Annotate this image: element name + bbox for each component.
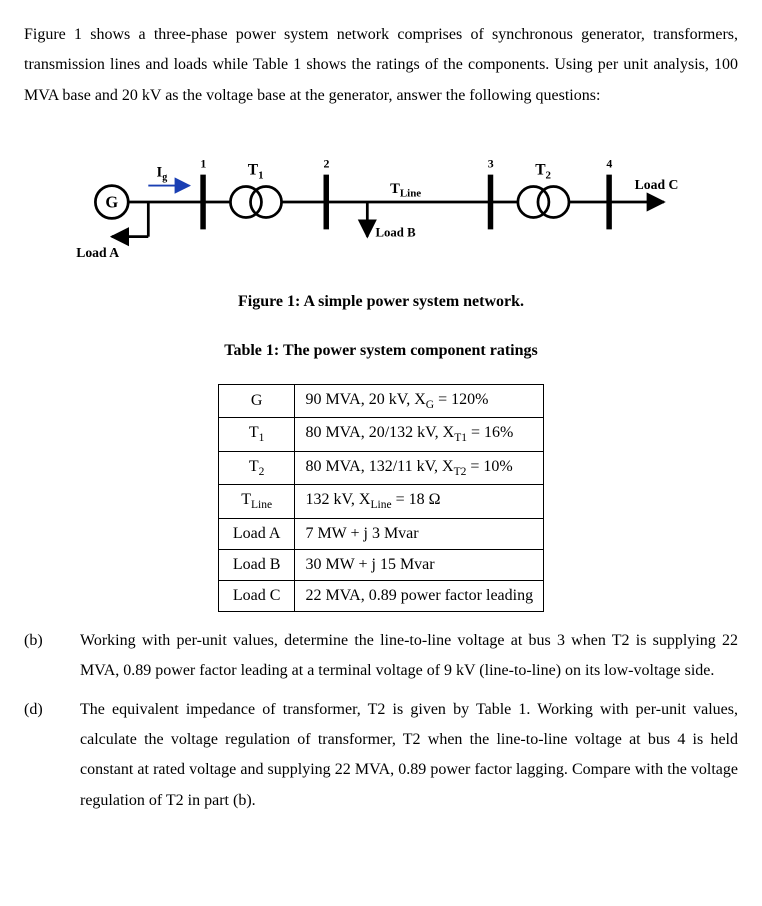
ratings-table: G 90 MVA, 20 kV, XG = 120% T1 80 MVA, 20… xyxy=(218,384,544,612)
spec-cell: 7 MW + j 3 Mvar xyxy=(295,518,544,549)
spec-cell: 22 MVA, 0.89 power factor leading xyxy=(295,580,544,611)
intro-paragraph: Figure 1 shows a three-phase power syste… xyxy=(24,20,738,111)
svg-text:T2: T2 xyxy=(535,162,551,182)
spec-cell: 90 MVA, 20 kV, XG = 120% xyxy=(295,384,544,417)
comp-cell: T2 xyxy=(218,451,295,484)
svg-text:T1: T1 xyxy=(248,162,264,182)
question-b: (b) Working with per-unit values, determ… xyxy=(24,626,738,687)
comp-cell: Load A xyxy=(218,518,295,549)
svg-text:Ig: Ig xyxy=(157,165,168,184)
table-row: Load A 7 MW + j 3 Mvar xyxy=(218,518,543,549)
comp-cell: Load C xyxy=(218,580,295,611)
spec-cell: 80 MVA, 20/132 kV, XT1 = 16% xyxy=(295,418,544,451)
comp-cell: TLine xyxy=(218,485,295,518)
question-body: The equivalent impedance of transformer,… xyxy=(80,695,738,817)
table-row: TLine 132 kV, XLine = 18 Ω xyxy=(218,485,543,518)
comp-cell: T1 xyxy=(218,418,295,451)
table-row: Load C 22 MVA, 0.89 power factor leading xyxy=(218,580,543,611)
question-label: (b) xyxy=(24,626,80,656)
svg-text:Load B: Load B xyxy=(376,226,417,240)
table-row: T1 80 MVA, 20/132 kV, XT1 = 16% xyxy=(218,418,543,451)
question-d: (d) The equivalent impedance of transfor… xyxy=(24,695,738,817)
svg-text:G: G xyxy=(105,193,118,212)
spec-cell: 80 MVA, 132/11 kV, XT2 = 10% xyxy=(295,451,544,484)
table-row: T2 80 MVA, 132/11 kV, XT2 = 10% xyxy=(218,451,543,484)
svg-text:Load C: Load C xyxy=(635,177,679,192)
spec-cell: 30 MW + j 15 Mvar xyxy=(295,549,544,580)
power-system-diagram: G Ig 1 Load A T1 2 TLine Load B xyxy=(61,129,701,275)
comp-cell: Load B xyxy=(218,549,295,580)
table-row: Load B 30 MW + j 15 Mvar xyxy=(218,549,543,580)
table-row: G 90 MVA, 20 kV, XG = 120% xyxy=(218,384,543,417)
svg-text:Load A: Load A xyxy=(76,245,119,260)
spec-cell: 132 kV, XLine = 18 Ω xyxy=(295,485,544,518)
table-caption: Table 1: The power system component rati… xyxy=(24,336,738,366)
svg-text:TLine: TLine xyxy=(390,181,421,200)
question-label: (d) xyxy=(24,695,80,725)
svg-text:4: 4 xyxy=(606,156,612,170)
svg-text:1: 1 xyxy=(200,156,206,170)
svg-text:3: 3 xyxy=(488,156,494,170)
comp-cell: G xyxy=(218,384,295,417)
svg-text:2: 2 xyxy=(324,156,330,170)
figure-caption: Figure 1: A simple power system network. xyxy=(24,287,738,317)
figure-1: G Ig 1 Load A T1 2 TLine Load B xyxy=(24,129,738,275)
question-body: Working with per-unit values, determine … xyxy=(80,626,738,687)
